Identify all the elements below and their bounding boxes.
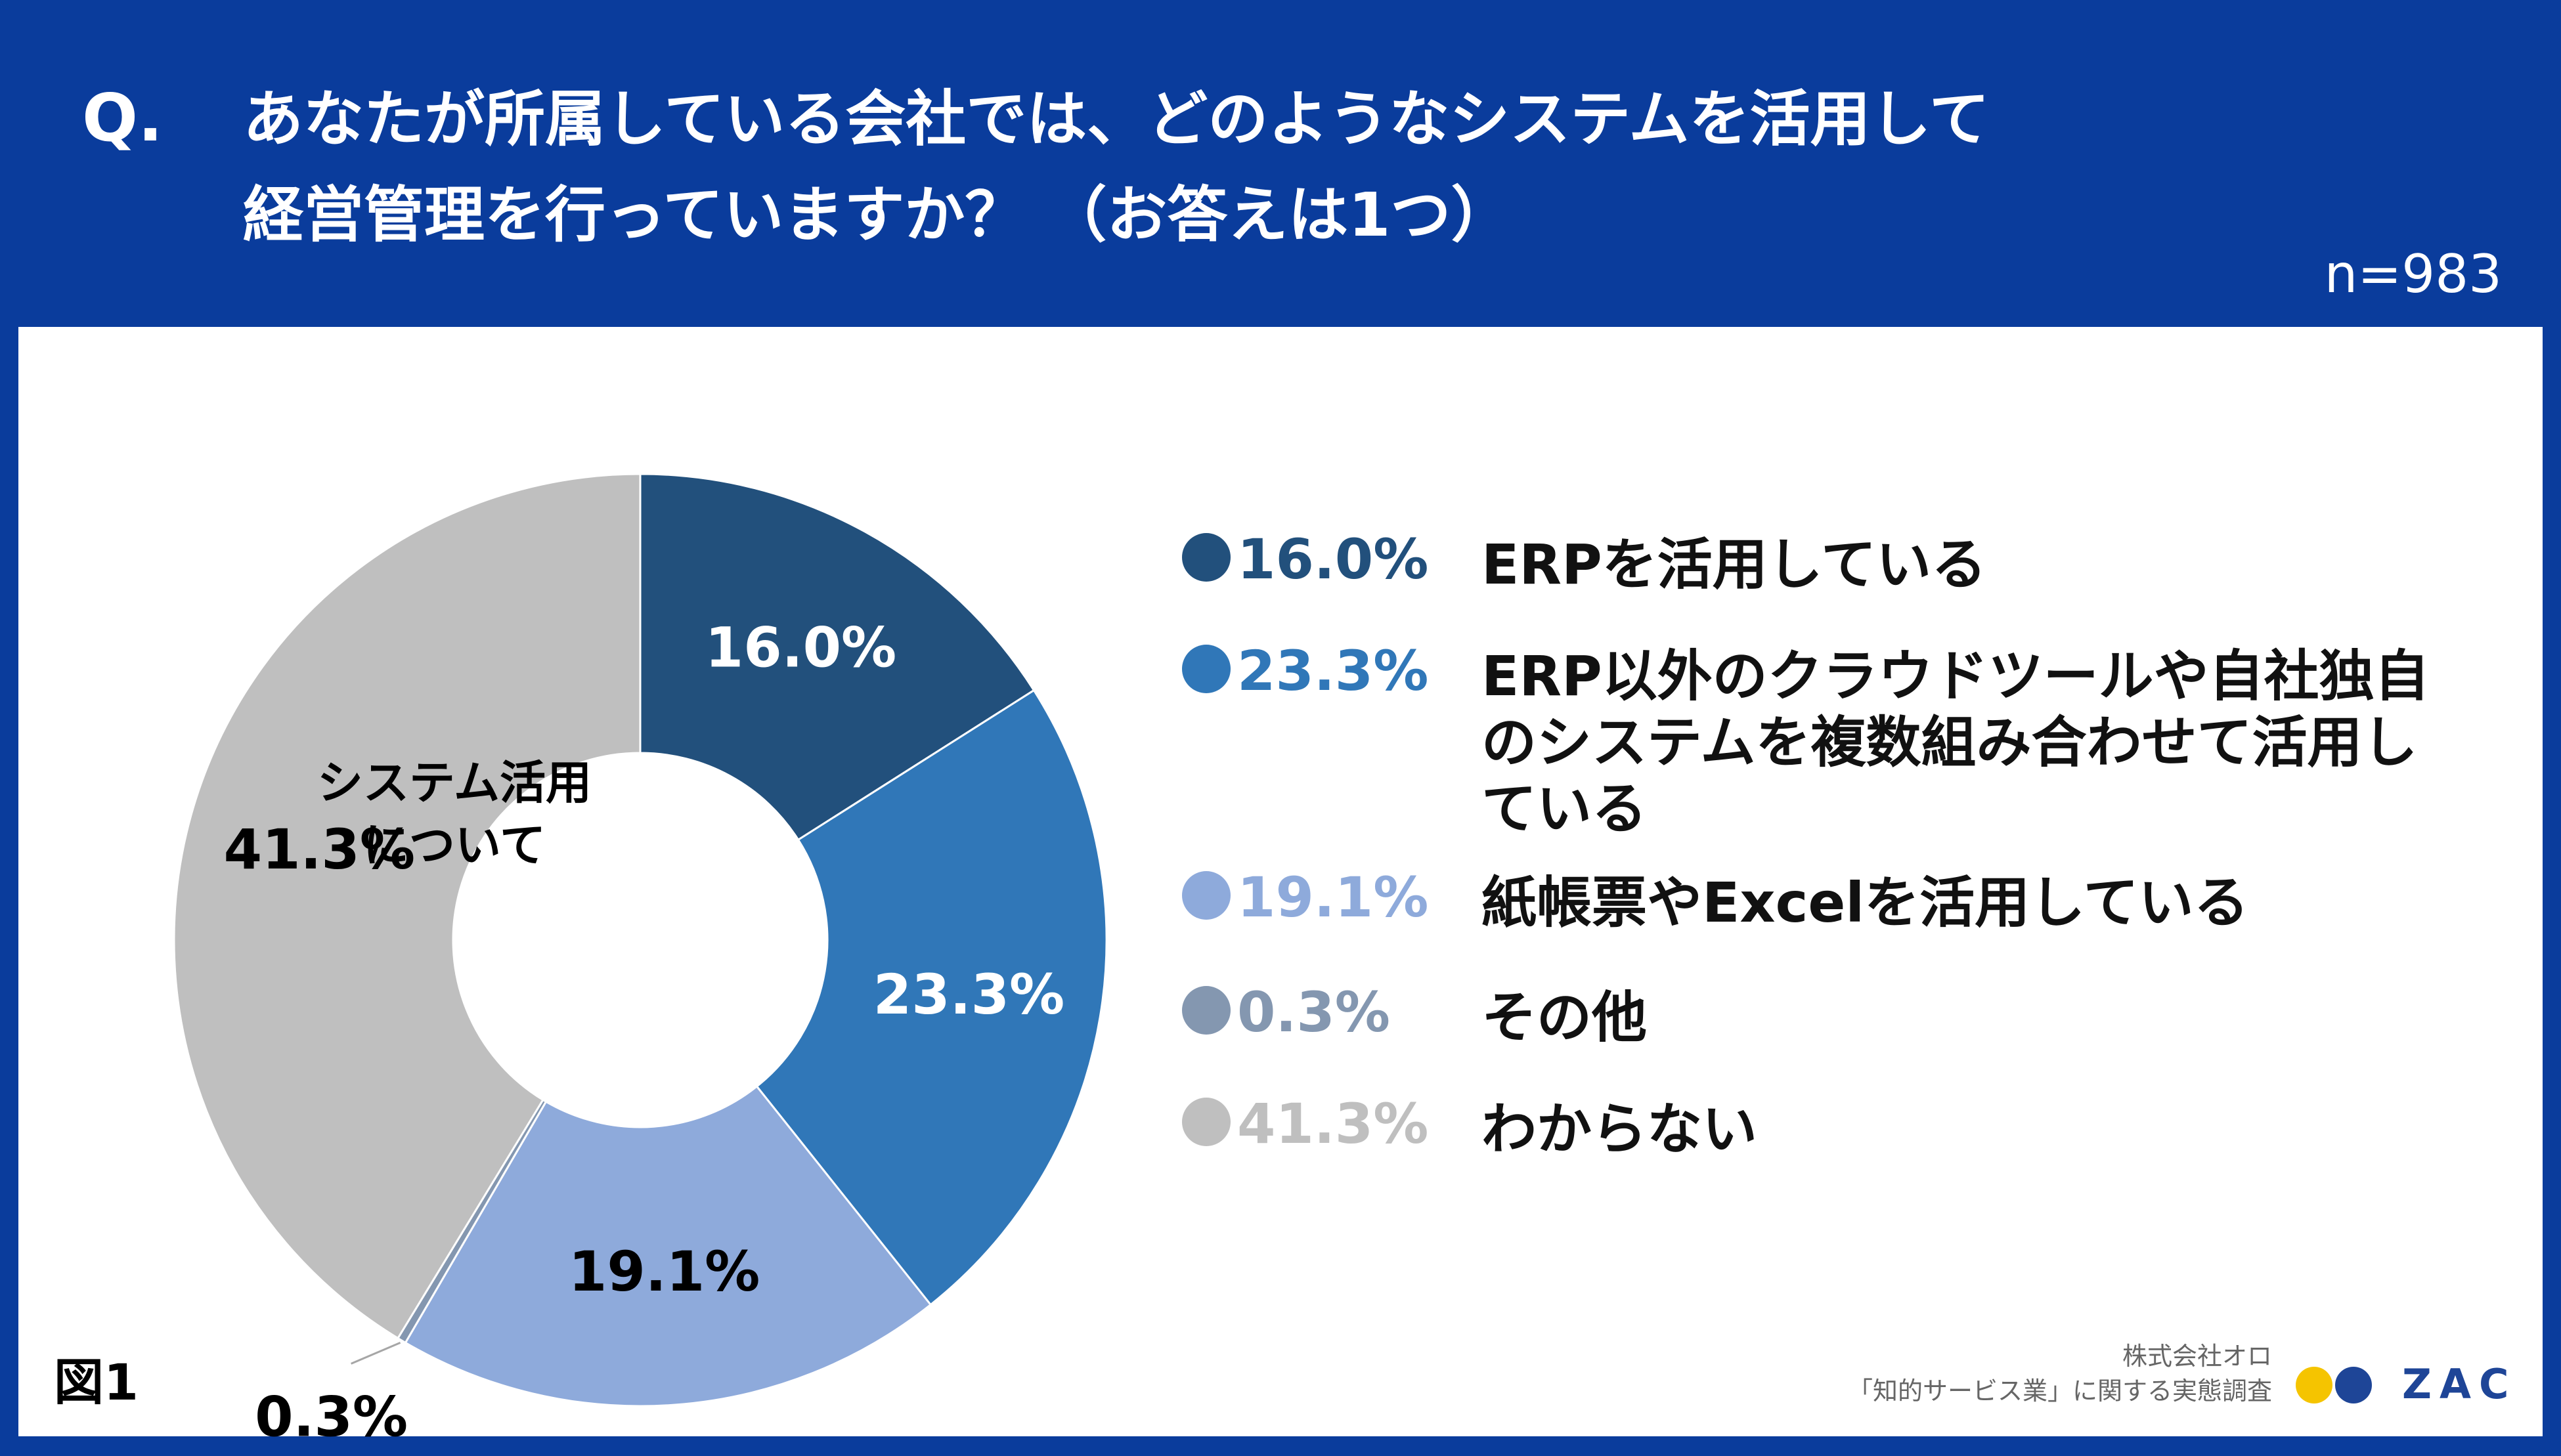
legend-percentage: 41.3% (1237, 1092, 1429, 1156)
legend-percentage: 19.1% (1237, 865, 1429, 930)
slice-value-label-erp: 16.0% (705, 615, 896, 679)
legend-label: ERP以外のクラウドツールや自社独自のシステムを複数組み合わせて活用している (1481, 644, 2430, 841)
question-text-line2: 経営管理を行っていますか？ （お答えは1つ） (243, 180, 1512, 250)
legend-percentage: 0.3% (1237, 980, 1390, 1044)
zac-logo: ZAC (2296, 1360, 2508, 1406)
slice-value-label-paper-excel: 19.1% (569, 1239, 760, 1304)
donut-hole (453, 753, 827, 1127)
legend-label: その他 (1481, 985, 1648, 1050)
legend-dot-icon (1182, 986, 1231, 1035)
sample-size: n=983 (2324, 244, 2502, 305)
slice-value-label-cloud-tools: 23.3% (873, 962, 1064, 1027)
donut-center-label: システム活用 について (271, 752, 638, 876)
source-credit: 株式会社オロ 「知的サービス業」に関する実態調査 (1848, 1339, 2272, 1409)
slice-value-label-unknown: 41.3% (224, 817, 415, 882)
legend-label: ERPを活用している (1481, 532, 1987, 597)
question-text-line1: あなたが所属している会社では、どのようなシステムを活用して (243, 84, 1990, 154)
legend-dot-icon (1182, 871, 1231, 920)
legend-dot-icon (1182, 1098, 1231, 1146)
slice-value-label-other: 0.3% (255, 1384, 408, 1449)
legend-label: わからない (1481, 1097, 1758, 1161)
legend-percentage: 23.3% (1237, 639, 1429, 703)
legend-percentage: 16.0% (1237, 527, 1429, 591)
question-mark: Q. (82, 79, 163, 156)
source-company: 株式会社オロ (2122, 1342, 2272, 1371)
center-label-line2: について (363, 818, 546, 872)
source-survey-title: 「知的サービス業」に関する実態調査 (1847, 1377, 2272, 1406)
center-label-line1: システム活用 (317, 756, 592, 810)
brand-name: ZAC (2402, 1360, 2517, 1408)
legend-label: 紙帳票やExcelを活用している (1481, 870, 2249, 935)
figure-label: 図1 (54, 1353, 139, 1411)
legend-dot-icon (1182, 645, 1231, 693)
logo-dot-yellow-icon (2296, 1367, 2332, 1403)
leader-line-other (351, 1342, 401, 1365)
logo-dot-blue-icon (2335, 1367, 2372, 1403)
header-banner: Q. あなたが所属している会社では、どのようなシステムを活用して 経営管理を行っ… (0, 0, 2561, 328)
legend-dot-icon (1182, 533, 1231, 582)
